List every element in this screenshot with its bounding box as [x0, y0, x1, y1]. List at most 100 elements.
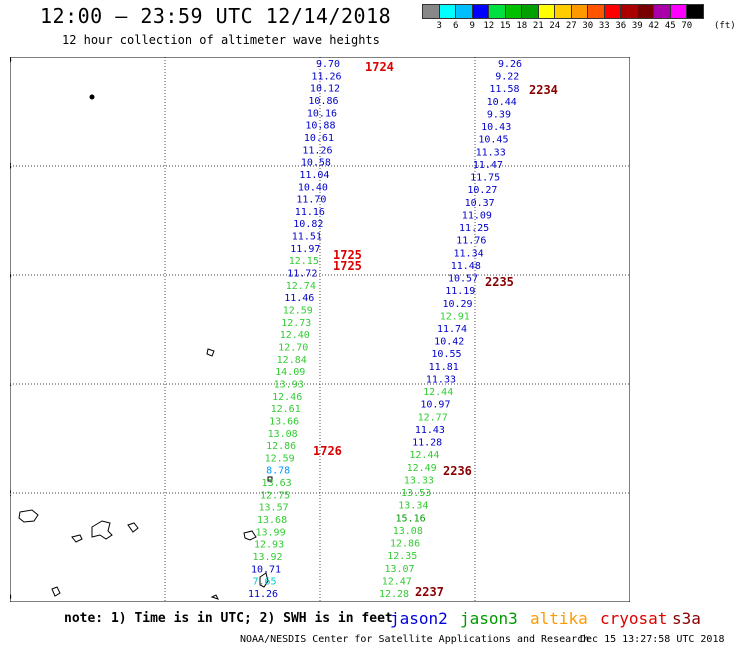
color-scale-label: 30	[582, 21, 594, 31]
wave-height-label: 11.25	[459, 223, 489, 234]
legend-item-s3a: s3a	[672, 609, 701, 628]
color-swatch	[669, 4, 687, 19]
color-scale-label: 24	[549, 21, 561, 31]
footer-credit: NOAA/NESDIS Center for Satellite Applica…	[240, 634, 590, 645]
wave-height-label: 10.43	[481, 122, 511, 133]
color-scale-labels: 3 6 9 12 15 18 21 24 27 30 33 36 39 42 45 70	[422, 21, 695, 31]
wave-height-label: 11.75	[470, 173, 500, 184]
color-swatch	[686, 4, 704, 19]
legend-item-jason3: jason3	[460, 609, 518, 628]
wave-height-label: 12.70	[278, 342, 308, 353]
wave-height-label: 10.37	[465, 198, 495, 209]
wave-height-label: 11.33	[426, 374, 456, 385]
island	[89, 94, 95, 100]
color-scale-label: 21	[532, 21, 544, 31]
wave-height-label: 12.44	[409, 450, 439, 461]
lat-tick-label: 10	[10, 593, 12, 602]
wave-height-label: 11.33	[476, 147, 506, 158]
color-swatch	[620, 4, 638, 19]
color-swatch	[603, 4, 621, 19]
legend-item-altika: altika	[530, 609, 588, 628]
wave-height-label: 13.93	[274, 379, 304, 390]
jason-track-east: 9.269.2211.5810.449.3910.4310.4511.3311.…	[379, 59, 522, 600]
wave-height-label: 14.09	[275, 367, 305, 378]
color-scale-label: 27	[565, 21, 577, 31]
color-scale-label: 42	[648, 21, 660, 31]
color-scale-label: 12	[483, 21, 495, 31]
wave-height-label: 12.40	[280, 330, 310, 341]
color-scale-label: 39	[631, 21, 643, 31]
color-swatch	[537, 4, 555, 19]
wave-height-label: 12.91	[440, 311, 470, 322]
wave-height-label: 11.28	[412, 438, 442, 449]
wave-height-label: 11.76	[456, 236, 486, 247]
legend-item-cryosat: cryosat	[600, 609, 668, 628]
color-swatch	[455, 4, 473, 19]
lat-tick-label: 20	[10, 57, 12, 66]
color-scale-bar	[422, 4, 704, 19]
wave-height-label: 8.78	[266, 466, 290, 477]
pass-time-label: 2236	[443, 464, 472, 478]
color-swatch	[636, 4, 654, 19]
color-swatch	[438, 4, 456, 19]
wave-height-label: 12.44	[423, 387, 453, 398]
wave-height-label: 11.09	[462, 210, 492, 221]
wave-height-label: 10.42	[434, 337, 464, 348]
wave-height-label: 9.70	[316, 59, 340, 70]
wave-height-label: 10.44	[487, 97, 517, 108]
wave-height-label: 13.92	[252, 552, 282, 563]
wave-height-label: 10.57	[448, 274, 478, 285]
wave-height-label: 13.99	[256, 527, 286, 538]
wave-height-label: 11.74	[437, 324, 467, 335]
wave-height-label: 11.04	[299, 170, 329, 181]
color-scale-label: 15	[499, 21, 511, 31]
wave-height-label: 7.65	[252, 577, 276, 588]
wave-height-label: 13.68	[257, 515, 287, 526]
wave-height-label: 13.66	[269, 416, 299, 427]
wave-height-label: 12.49	[407, 463, 437, 474]
wave-height-label: 12.59	[283, 306, 313, 317]
wave-height-label: 12.15	[289, 256, 319, 267]
page-subtitle: 12 hour collection of altimeter wave hei…	[62, 33, 380, 47]
color-swatch	[587, 4, 605, 19]
wave-height-label: 12.73	[281, 318, 311, 329]
wave-height-label: 11.19	[445, 286, 475, 297]
wave-height-label: 11.51	[292, 232, 322, 243]
island	[243, 530, 257, 541]
wave-height-label: 11.26	[311, 71, 341, 82]
wave-height-label: 12.93	[254, 540, 284, 551]
wave-height-label: 11.26	[248, 589, 278, 600]
wave-height-label: 10.27	[467, 185, 497, 196]
wave-height-label: 12.46	[272, 392, 302, 403]
wave-height-label: 11.34	[454, 248, 484, 259]
pass-time-label: 1724	[365, 60, 394, 74]
color-swatch	[488, 4, 506, 19]
island	[91, 520, 113, 540]
island	[51, 586, 61, 597]
jason-track-west: 9.7011.2610.1210.8610.1610.8810.6111.261…	[248, 59, 342, 600]
wave-height-label: 10.82	[293, 219, 323, 230]
pass-time-label: 2234	[529, 83, 558, 97]
wave-height-label: 11.97	[290, 244, 320, 255]
wave-height-label: 13.08	[393, 526, 423, 537]
lat-tick-label: 12	[10, 489, 12, 499]
color-scale-label: 3	[436, 21, 442, 31]
wave-height-label: 10.86	[308, 96, 338, 107]
wave-height-label: 10.12	[310, 84, 340, 95]
color-swatch	[422, 4, 440, 19]
wave-height-label: 11.81	[429, 362, 459, 373]
island	[259, 572, 269, 588]
wave-height-label: 11.47	[473, 160, 503, 171]
wave-height-label: 13.34	[398, 501, 428, 512]
color-swatch	[570, 4, 588, 19]
wave-height-label: 13.33	[404, 475, 434, 486]
island	[267, 476, 273, 482]
wave-height-label: 13.07	[384, 564, 414, 575]
wave-height-label: 12.84	[277, 355, 307, 366]
wave-height-label: 12.75	[260, 490, 290, 501]
pass-time-label: 1725	[333, 248, 362, 262]
color-swatch	[653, 4, 671, 19]
footer-timestamp: Dec 15 13:27:58 UTC 2018	[580, 634, 725, 645]
wave-height-label: 12.77	[418, 412, 448, 423]
